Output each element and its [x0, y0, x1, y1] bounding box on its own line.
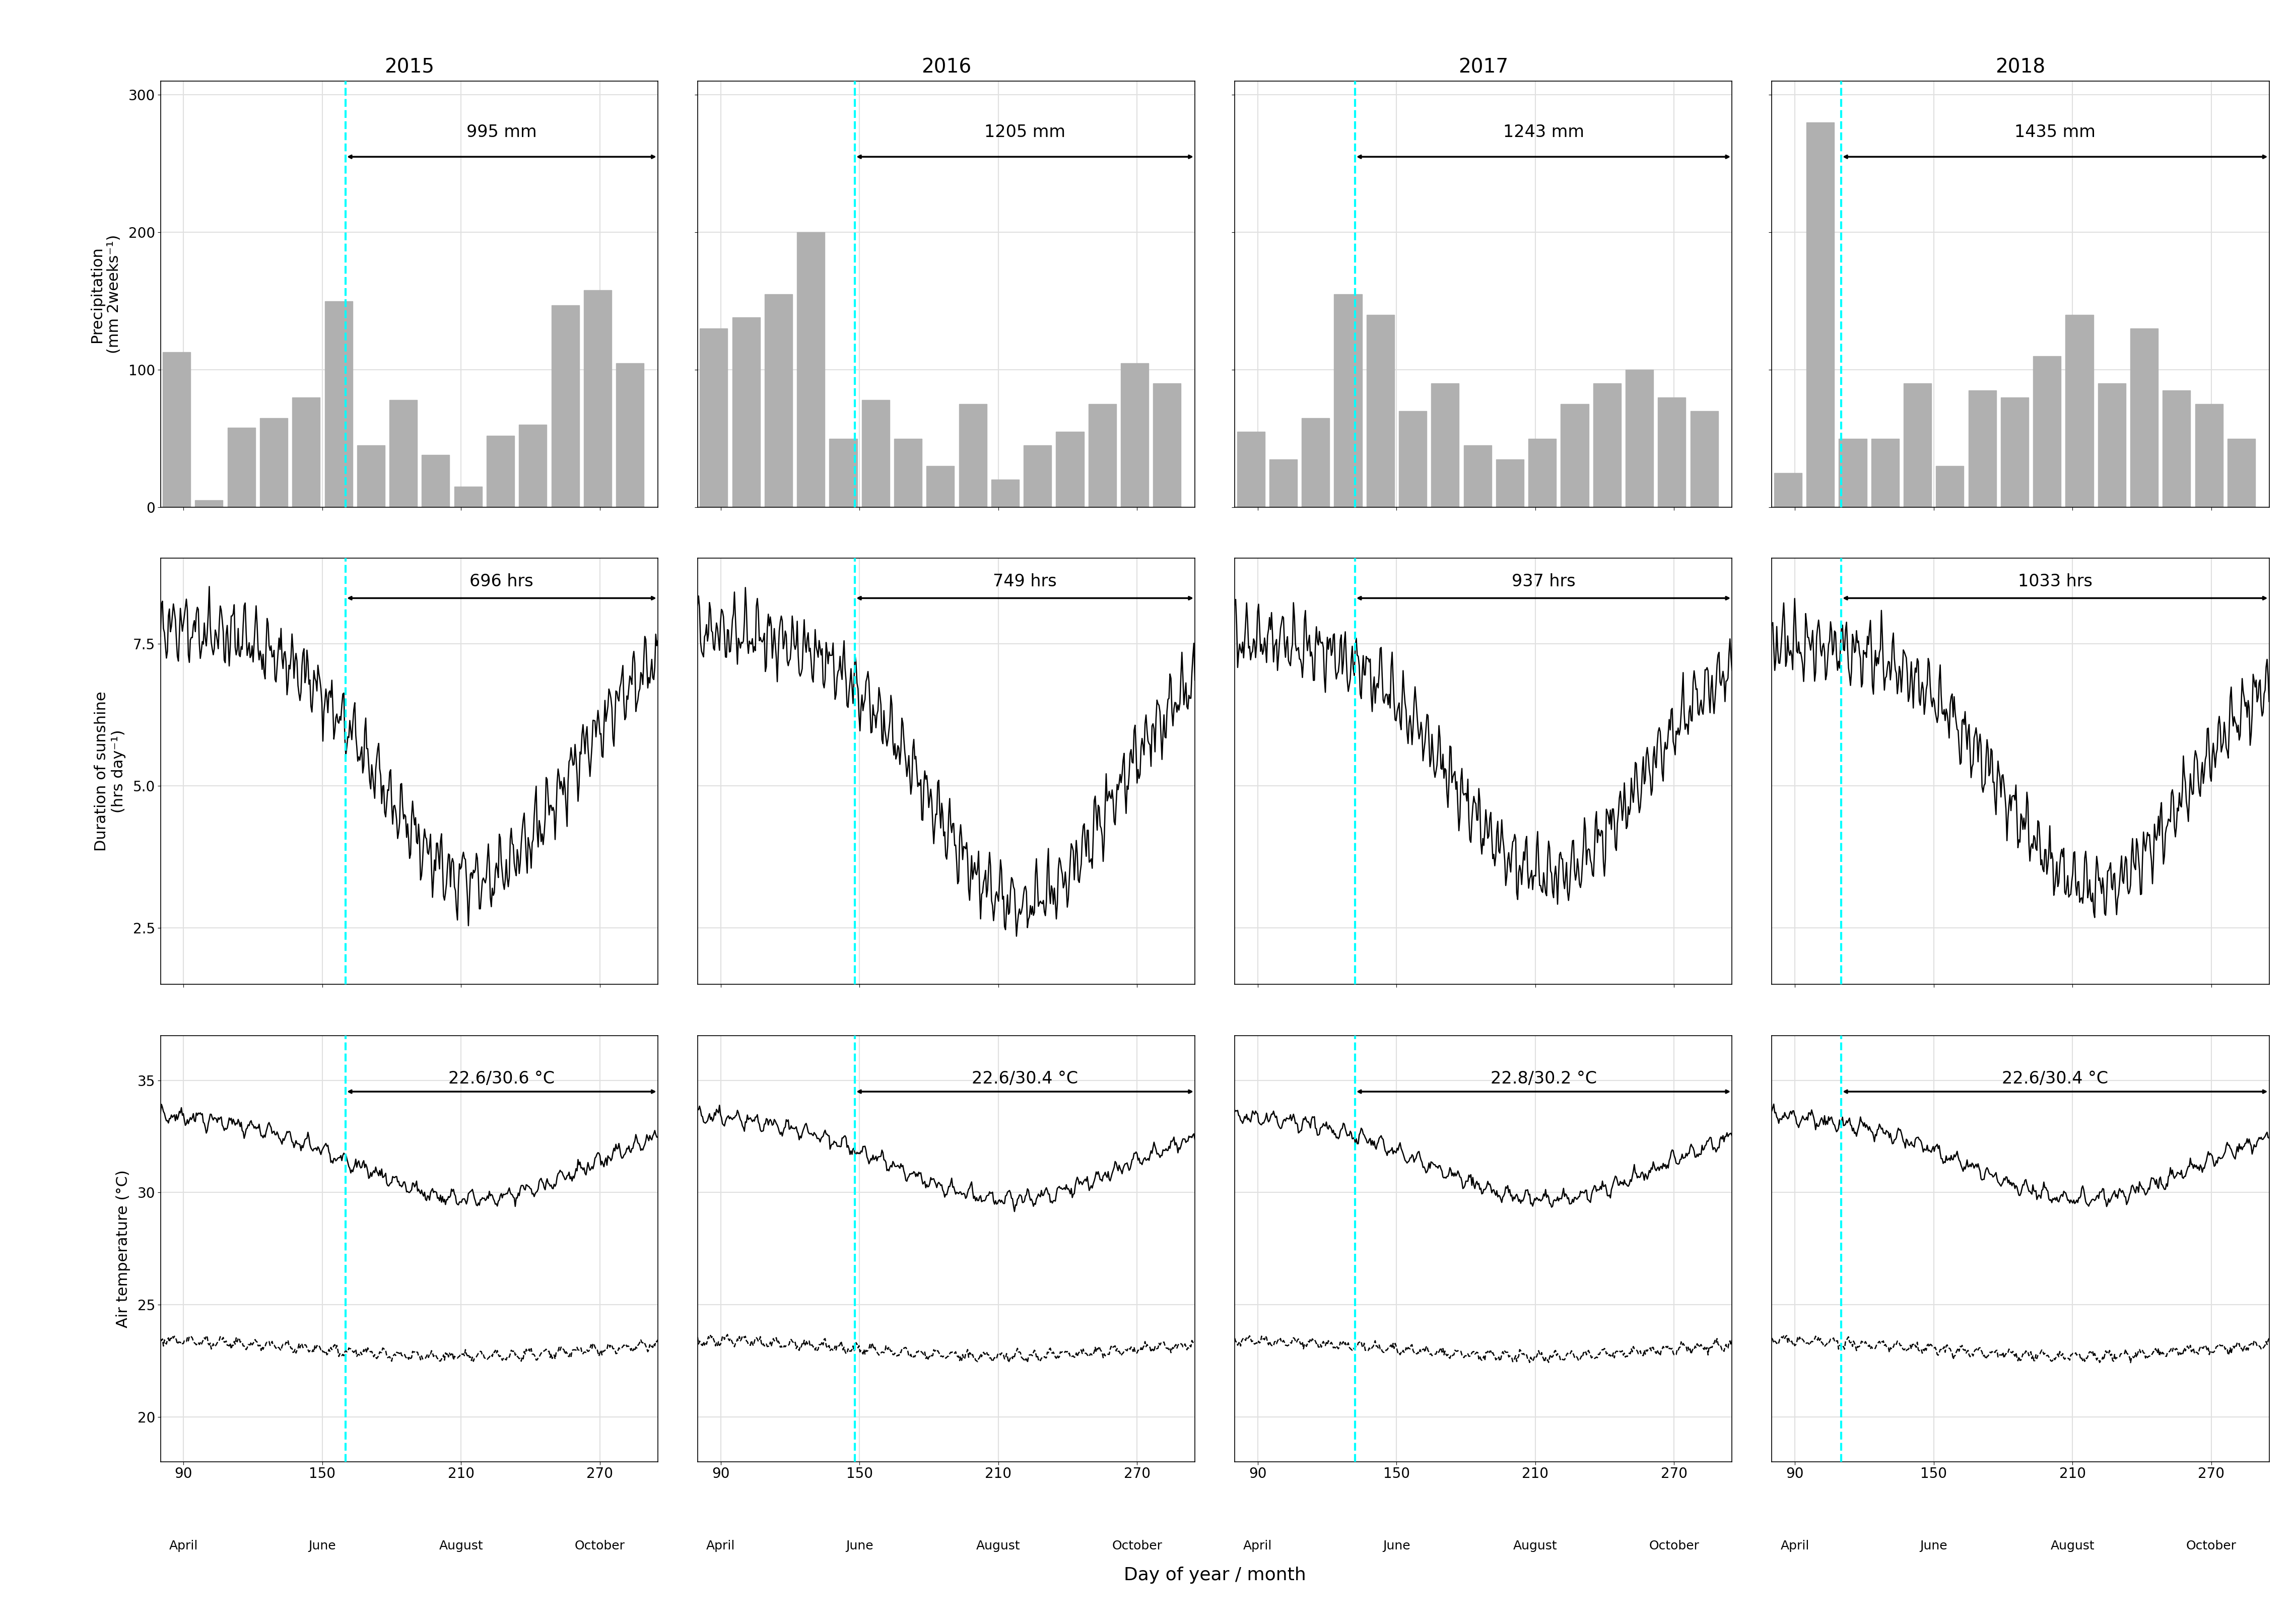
Bar: [731, 318, 761, 507]
Bar: [1838, 438, 1866, 507]
Bar: [830, 438, 857, 507]
Text: August: August: [440, 1540, 484, 1553]
Bar: [894, 438, 921, 507]
Bar: [1497, 460, 1524, 507]
Bar: [1593, 383, 1620, 507]
Bar: [1025, 445, 1052, 507]
Bar: [1870, 438, 1900, 507]
Bar: [1398, 411, 1426, 507]
Bar: [1465, 445, 1492, 507]
Text: Day of year / month: Day of year / month: [1123, 1567, 1306, 1583]
Bar: [1937, 466, 1964, 507]
Bar: [1238, 432, 1265, 507]
Text: 22.6/30.4 °C: 22.6/30.4 °C: [2001, 1070, 2109, 1086]
Title: 2016: 2016: [921, 58, 972, 76]
Text: 22.6/30.6 °C: 22.6/30.6 °C: [449, 1070, 555, 1086]
Bar: [1529, 438, 1556, 507]
Bar: [390, 400, 417, 507]
Bar: [1270, 460, 1297, 507]
Text: April: April: [170, 1540, 197, 1553]
Text: 1243 mm: 1243 mm: [1504, 123, 1584, 140]
Bar: [617, 362, 644, 507]
Bar: [958, 404, 986, 507]
Y-axis label: Duration of sunshine
(hrs day⁻¹): Duration of sunshine (hrs day⁻¹): [94, 692, 126, 851]
Text: October: October: [1112, 1540, 1162, 1553]
Title: 2018: 2018: [1996, 58, 2044, 76]
Bar: [699, 328, 727, 507]
Title: 2017: 2017: [1458, 58, 1508, 76]
Bar: [862, 400, 889, 507]
Text: June: June: [309, 1540, 337, 1553]
Bar: [1121, 362, 1148, 507]
Bar: [766, 294, 793, 507]
Bar: [422, 455, 449, 507]
Bar: [992, 479, 1020, 507]
Text: April: April: [706, 1540, 736, 1553]
Text: 995 mm: 995 mm: [468, 123, 536, 140]
Text: April: April: [1781, 1540, 1808, 1553]
Bar: [2033, 356, 2061, 507]
Bar: [2164, 390, 2191, 507]
Bar: [2001, 398, 2028, 507]
Text: 749 hrs: 749 hrs: [992, 573, 1057, 590]
Bar: [1969, 390, 1996, 507]
Bar: [1302, 417, 1329, 507]
Bar: [1905, 383, 1932, 507]
Bar: [1774, 473, 1802, 507]
Bar: [1689, 411, 1719, 507]
Text: 1033 hrs: 1033 hrs: [2017, 573, 2093, 590]
Text: August: August: [1513, 1540, 1559, 1553]
Title: 2015: 2015: [385, 58, 433, 76]
Bar: [584, 291, 612, 507]
Bar: [358, 445, 385, 507]
Bar: [798, 232, 825, 507]
Bar: [1153, 383, 1180, 507]
Text: June: June: [1382, 1540, 1410, 1553]
Bar: [1057, 432, 1084, 507]
Text: 1435 mm: 1435 mm: [2015, 123, 2095, 140]
Text: June: June: [1921, 1540, 1948, 1553]
Bar: [227, 427, 254, 507]
Text: 696 hrs: 696 hrs: [470, 573, 534, 590]
Bar: [1430, 383, 1460, 507]
Bar: [195, 500, 222, 507]
Bar: [1561, 404, 1588, 507]
Bar: [2097, 383, 2125, 507]
Text: August: August: [2051, 1540, 2095, 1553]
Bar: [1806, 122, 1834, 507]
Text: 22.8/30.2 °C: 22.8/30.2 °C: [1490, 1070, 1598, 1086]
Bar: [259, 417, 289, 507]
Bar: [552, 305, 580, 507]
Text: June: June: [846, 1540, 873, 1553]
Bar: [1334, 294, 1361, 507]
Bar: [163, 352, 190, 507]
Bar: [454, 487, 481, 507]
Bar: [1625, 370, 1653, 507]
Text: April: April: [1242, 1540, 1272, 1553]
Bar: [2196, 404, 2223, 507]
Bar: [518, 425, 548, 507]
Bar: [325, 300, 353, 507]
Text: October: October: [2187, 1540, 2237, 1553]
Bar: [486, 435, 513, 507]
Bar: [1366, 315, 1394, 507]
Y-axis label: Precipitation
(mm 2weeks⁻¹): Precipitation (mm 2weeks⁻¹): [89, 235, 121, 354]
Text: October: October: [1648, 1540, 1698, 1553]
Bar: [1089, 404, 1116, 507]
Bar: [2228, 438, 2255, 507]
Text: 937 hrs: 937 hrs: [1510, 573, 1575, 590]
Bar: [1657, 398, 1685, 507]
Text: October: October: [575, 1540, 626, 1553]
Y-axis label: Air temperature (°C): Air temperature (°C): [115, 1169, 131, 1327]
Bar: [293, 398, 321, 507]
Text: 1205 mm: 1205 mm: [983, 123, 1066, 140]
Text: 22.6/30.4 °C: 22.6/30.4 °C: [972, 1070, 1077, 1086]
Bar: [2065, 315, 2093, 507]
Text: August: August: [976, 1540, 1020, 1553]
Bar: [926, 466, 953, 507]
Bar: [2129, 328, 2159, 507]
